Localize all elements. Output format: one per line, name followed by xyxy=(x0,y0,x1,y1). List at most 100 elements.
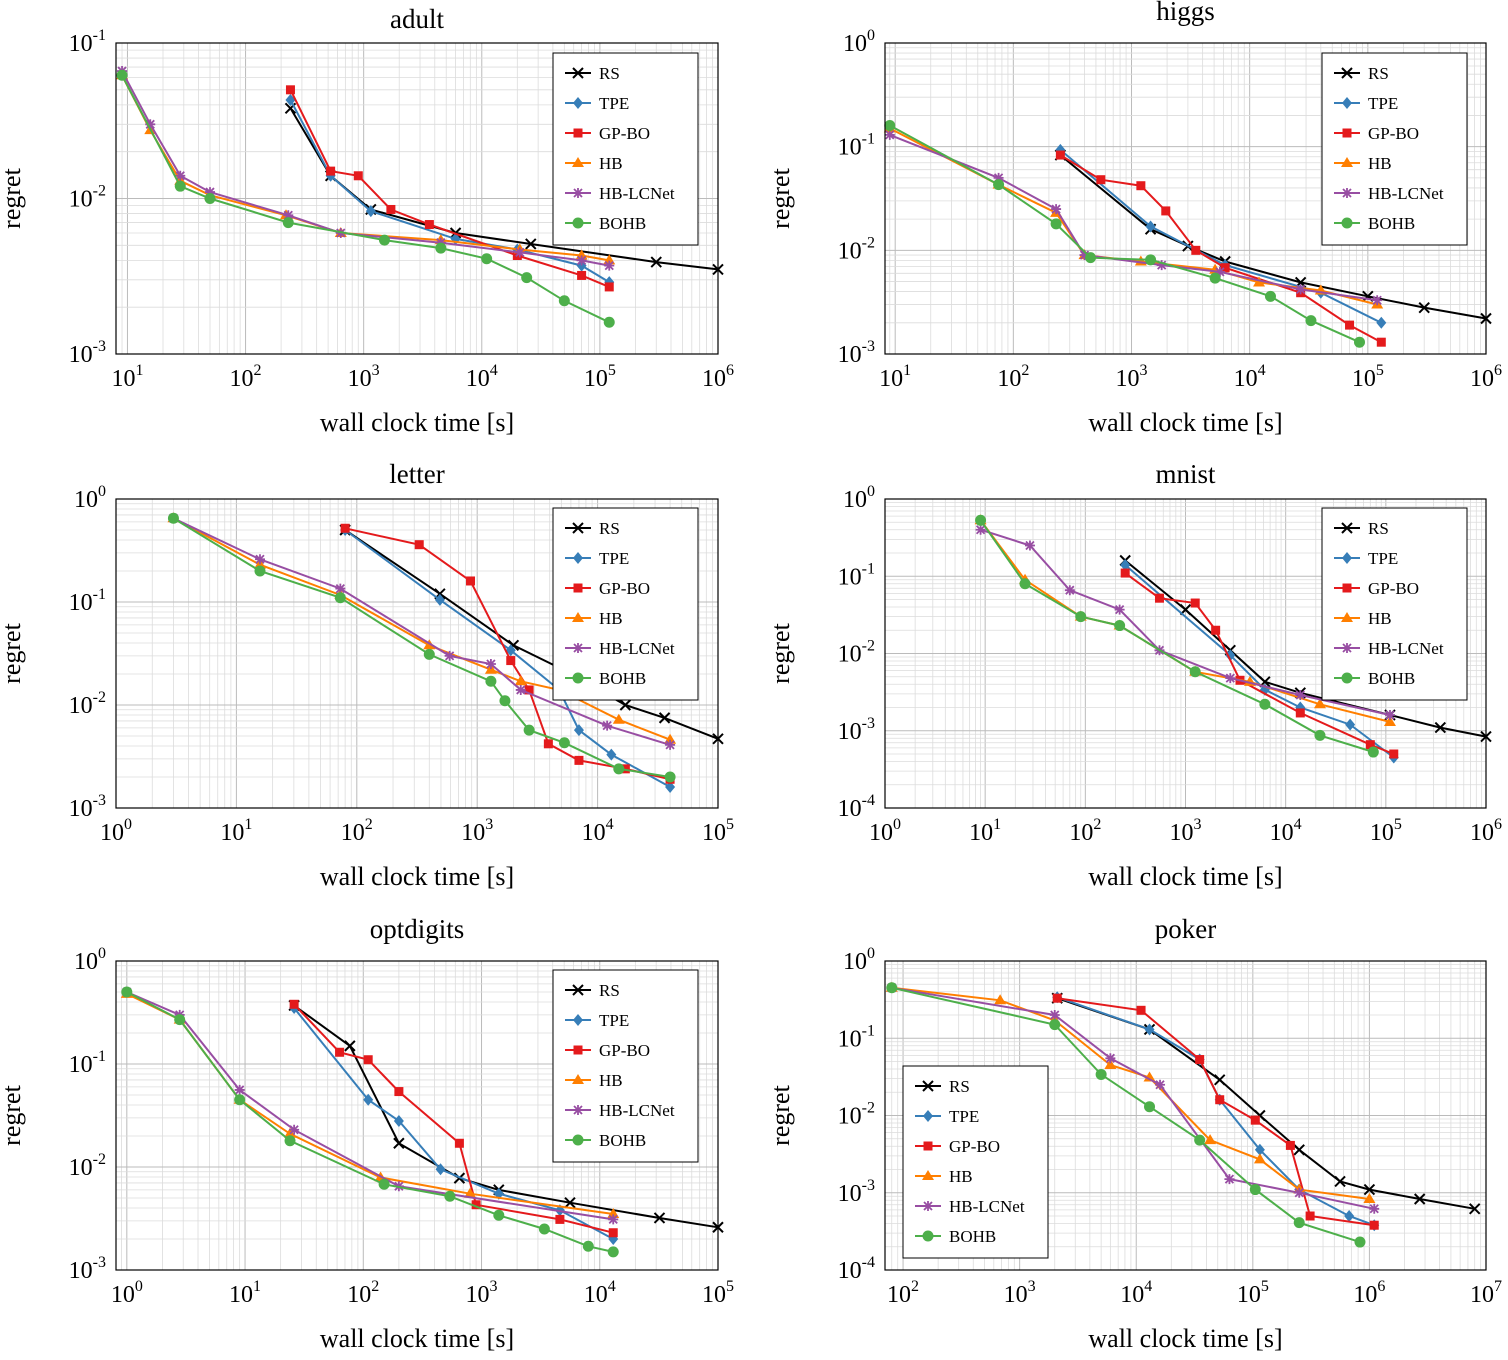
tick-exponent: 0 xyxy=(867,483,875,500)
data-point xyxy=(464,1187,477,1198)
x-tick-label: 106 xyxy=(1470,816,1502,846)
data-point xyxy=(1344,1210,1355,1223)
data-point xyxy=(994,994,1007,1005)
y-axis-label: regret xyxy=(766,1084,795,1145)
tick-base: 10 xyxy=(838,1181,862,1207)
data-point xyxy=(1120,558,1131,571)
data-point xyxy=(1064,585,1075,596)
legend-marker xyxy=(922,1080,934,1092)
tick-base: 10 xyxy=(74,949,98,975)
tick-base: 10 xyxy=(702,820,726,846)
series-line xyxy=(979,519,1374,753)
series-line xyxy=(172,517,671,778)
data-point xyxy=(1161,206,1171,216)
tick-base: 10 xyxy=(584,366,608,392)
data-point xyxy=(335,583,346,594)
x-axis-label: wall clock time [s] xyxy=(1088,408,1282,437)
data-point xyxy=(1384,709,1395,720)
data-point xyxy=(204,193,216,204)
legend-marker xyxy=(922,1230,934,1242)
data-point xyxy=(558,737,570,749)
legend-marker xyxy=(1342,97,1352,109)
legend-label: HB-LCNet xyxy=(599,639,675,658)
legend-label: GP-BO xyxy=(949,1137,1000,1156)
data-point xyxy=(1363,1193,1376,1204)
series-line xyxy=(1059,154,1487,320)
legend-item: RS xyxy=(565,64,620,83)
data-point xyxy=(1049,1019,1061,1031)
y-tick-label: 100 xyxy=(74,945,106,975)
x-tick-label: 103 xyxy=(348,362,380,392)
tick-exponent: 4 xyxy=(490,362,498,379)
data-point xyxy=(424,220,434,230)
series-line xyxy=(121,70,610,267)
tick-exponent: 6 xyxy=(1494,362,1502,379)
x-tick-label: 105 xyxy=(1370,816,1402,846)
tick-exponent: 4 xyxy=(1258,362,1266,379)
data-point xyxy=(1024,540,1035,551)
data-point xyxy=(993,179,1005,191)
tick-exponent: -3 xyxy=(93,792,106,809)
grid xyxy=(115,43,718,355)
data-point xyxy=(205,187,216,198)
tick-exponent: 3 xyxy=(1028,1278,1036,1295)
legend-label: HB-LCNet xyxy=(949,1197,1025,1216)
legend-marker xyxy=(1341,612,1353,622)
series-line xyxy=(891,986,1361,1244)
tick-base: 10 xyxy=(702,1282,726,1308)
legend-label: RS xyxy=(1368,519,1389,538)
y-tick-label: 10-1 xyxy=(838,1022,875,1052)
data-point xyxy=(1295,708,1305,718)
series-bohb xyxy=(886,982,1366,1248)
x-tick-label: 100 xyxy=(111,1278,143,1308)
data-point xyxy=(1293,1144,1305,1156)
data-point xyxy=(619,699,632,711)
legend-marker xyxy=(1342,128,1352,138)
series-line xyxy=(1124,559,1487,738)
data-point xyxy=(604,260,615,271)
legend: RS TPE GP-BO HB HB-LCNet BOHB xyxy=(1321,52,1468,246)
legend-marker xyxy=(923,1141,933,1151)
data-point xyxy=(386,204,396,214)
legend-marker xyxy=(573,1014,583,1026)
data-point xyxy=(394,1087,404,1097)
legend: RS TPE GP-BO HB HB-LCNet BOHB xyxy=(1321,507,1468,701)
tick-base: 10 xyxy=(997,366,1021,392)
x-tick-label: 106 xyxy=(702,362,734,392)
data-point xyxy=(1264,290,1276,302)
series-hb-lcnet xyxy=(121,987,619,1225)
legend-label: BOHB xyxy=(1368,214,1415,233)
legend-marker xyxy=(573,1045,583,1055)
legend-marker xyxy=(1342,188,1352,198)
tick-exponent: -4 xyxy=(862,792,875,809)
legend-marker xyxy=(572,1134,584,1146)
tick-base: 10 xyxy=(838,564,862,590)
data-point xyxy=(481,253,493,265)
tick-base: 10 xyxy=(838,1104,862,1130)
legend-marker xyxy=(573,1105,583,1115)
data-point xyxy=(353,171,363,181)
data-point xyxy=(174,1014,186,1026)
data-point xyxy=(414,540,424,550)
legend-item: HB-LCNet xyxy=(1334,639,1444,658)
data-point xyxy=(1363,1183,1376,1196)
legend-label: GP-BO xyxy=(1368,579,1419,598)
y-tick-label: 10-2 xyxy=(69,183,106,213)
data-point xyxy=(1195,1055,1205,1065)
tick-exponent: -3 xyxy=(862,338,875,355)
data-point xyxy=(285,85,295,95)
tick-exponent: 4 xyxy=(608,1278,616,1295)
legend: RS TPE GP-BO HB HB-LCNet BOHB xyxy=(552,969,699,1163)
data-point xyxy=(1114,620,1126,632)
data-point xyxy=(234,1094,246,1106)
x-tick-label: 103 xyxy=(466,1278,498,1308)
series-hb-lcnet xyxy=(975,524,1395,720)
legend-marker xyxy=(572,672,584,684)
legend-marker xyxy=(573,643,583,653)
tick-base: 10 xyxy=(69,1258,93,1284)
y-tick-label: 10-1 xyxy=(69,1048,106,1078)
tick-exponent: 3 xyxy=(372,362,380,379)
data-point xyxy=(234,1084,245,1095)
data-point xyxy=(289,1124,300,1135)
data-point xyxy=(574,755,584,765)
